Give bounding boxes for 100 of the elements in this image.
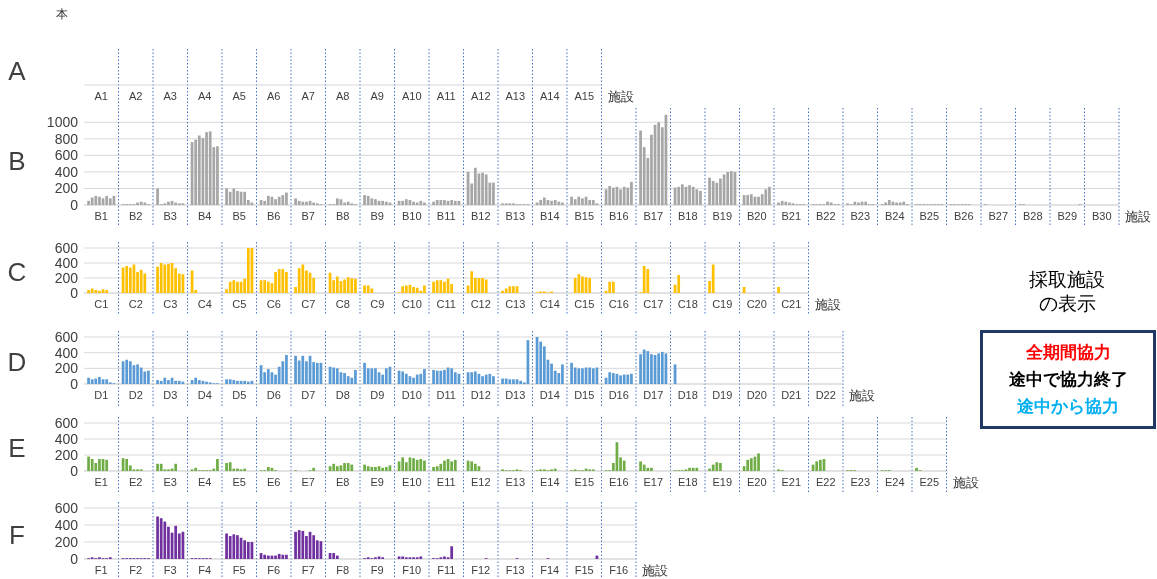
x-tick-label: E25 (919, 476, 940, 488)
bar (370, 368, 374, 384)
x-tick-label: F10 (402, 564, 422, 576)
bar (443, 369, 446, 384)
x-tick-label: C21 (781, 298, 802, 310)
bar (688, 467, 691, 471)
bar (711, 181, 715, 205)
bar (156, 266, 159, 293)
bar (573, 367, 577, 384)
x-tick-label: D11 (436, 389, 456, 401)
bar (216, 146, 219, 205)
bar (285, 355, 288, 384)
bar (346, 201, 350, 205)
x-tick-label: B15 (574, 210, 595, 222)
bar (297, 530, 301, 559)
bar (691, 186, 695, 205)
bar (768, 186, 771, 205)
bar (818, 459, 822, 471)
bar (657, 122, 661, 205)
bar (488, 373, 492, 384)
category-label: A4 (198, 90, 212, 102)
y-tick-label: 400 (54, 431, 79, 447)
bar (274, 555, 277, 559)
x-tick-label: D3 (163, 389, 178, 401)
bar (573, 199, 577, 205)
x-tick-label: D14 (539, 389, 560, 401)
bar (699, 190, 702, 205)
bar (177, 380, 181, 384)
bar (281, 269, 285, 293)
x-tick-label: B24 (884, 210, 905, 222)
bar (159, 263, 163, 293)
bar (439, 280, 443, 293)
bar (415, 459, 419, 471)
x-tick-label: D21 (781, 389, 802, 401)
bar (481, 376, 484, 384)
bar (542, 197, 546, 205)
text: B (8, 145, 26, 176)
x-tick-label: B5 (232, 210, 246, 222)
bar (415, 374, 419, 384)
bar (246, 248, 250, 293)
x-tick-label: C9 (370, 298, 385, 310)
category-label: A7 (301, 90, 315, 102)
x-tick-label: B13 (505, 210, 526, 222)
bar (236, 380, 239, 384)
x-tick-label: B29 (1057, 210, 1078, 222)
bar (312, 467, 316, 471)
bar (143, 371, 147, 384)
bar (277, 196, 281, 205)
x-tick-label: C8 (335, 298, 350, 310)
bar (105, 290, 109, 293)
x-tick-label: C6 (266, 298, 281, 310)
bar (419, 200, 423, 205)
bar (412, 458, 415, 471)
x-tick-label: F7 (301, 564, 315, 576)
text: 本 (56, 7, 68, 21)
x-tick-label: C18 (677, 298, 698, 310)
bar (243, 380, 247, 384)
bar (285, 192, 288, 205)
x-tick-label: B21 (781, 210, 802, 222)
bar (749, 194, 753, 205)
chart-title: C (7, 256, 27, 287)
bar (159, 380, 163, 384)
bar (225, 533, 228, 559)
x-tick-label: D19 (712, 389, 733, 401)
bar (646, 467, 650, 471)
bar (285, 554, 288, 559)
bar (197, 135, 201, 205)
x-tick-label: B22 (815, 210, 836, 222)
bar (708, 177, 711, 205)
bar (749, 458, 753, 471)
bar (423, 285, 426, 293)
bar (777, 287, 780, 293)
x-tick-label: F11 (437, 564, 456, 576)
y-tick-label: 400 (54, 255, 79, 271)
x-tick-label: E6 (267, 476, 281, 488)
bar (719, 463, 722, 471)
x-tick-label: B4 (198, 210, 212, 222)
bar (729, 171, 733, 205)
bar (550, 200, 553, 205)
x-tick-label: C10 (401, 298, 422, 310)
bar (715, 182, 719, 205)
bar (588, 200, 592, 205)
x-tick-label: C19 (712, 298, 733, 310)
legend-label: 途中から協力 (1016, 396, 1120, 418)
x-tick-label: D8 (335, 389, 350, 401)
bar (484, 279, 488, 293)
bar (512, 286, 515, 293)
bar (439, 200, 443, 205)
bar (780, 200, 784, 205)
bar (301, 264, 305, 293)
bar (156, 463, 159, 471)
bar (128, 361, 132, 384)
bar (301, 355, 305, 384)
bar (156, 516, 159, 559)
bar (384, 467, 388, 471)
x-tick-label: E7 (301, 476, 315, 488)
y-tick-label: 600 (54, 500, 79, 516)
bar (746, 195, 750, 205)
bar (660, 351, 664, 384)
bar (156, 188, 159, 205)
